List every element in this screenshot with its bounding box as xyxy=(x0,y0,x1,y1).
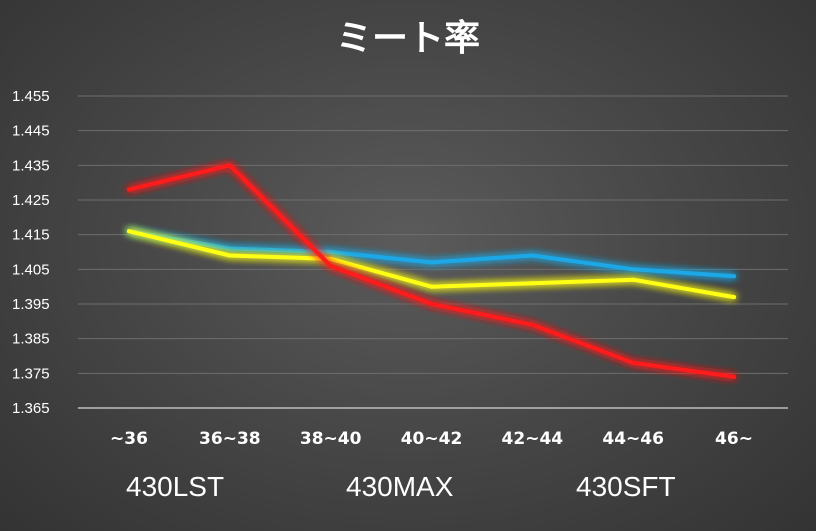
legend-label: 430LST xyxy=(126,471,224,502)
data-point xyxy=(530,253,535,258)
x-tick-label: 40~42 xyxy=(401,429,463,449)
data-point xyxy=(429,302,434,306)
data-point xyxy=(227,163,232,168)
legend: 430LST 430MAX 430SFT xyxy=(76,471,676,502)
y-tick-label: 1.415 xyxy=(12,227,50,244)
data-point xyxy=(732,274,736,279)
y-tick-label: 1.395 xyxy=(12,296,50,313)
data-point xyxy=(127,229,131,234)
data-point xyxy=(328,250,333,254)
data-point xyxy=(227,253,232,258)
y-tick-label: 1.405 xyxy=(12,261,50,278)
data-point xyxy=(328,256,333,261)
y-tick-label: 1.435 xyxy=(12,157,50,174)
data-point xyxy=(631,277,636,282)
plot-area xyxy=(127,163,736,379)
x-axis: ~36 36~38 38~40 40~42 42~44 44~46 46~ xyxy=(110,429,753,449)
data-point xyxy=(127,187,131,192)
data-point xyxy=(732,295,736,300)
y-tick-label: 1.425 xyxy=(12,192,50,209)
data-point xyxy=(530,322,535,327)
chart-title: ミート率 xyxy=(336,18,480,59)
y-tick-label: 1.455 xyxy=(12,88,50,105)
data-point xyxy=(732,374,736,379)
legend-label: 430SFT xyxy=(576,471,676,502)
data-point xyxy=(328,263,333,268)
y-tick-label: 1.385 xyxy=(12,331,50,348)
data-point xyxy=(530,281,535,286)
x-tick-label: ~36 xyxy=(110,429,148,449)
data-point xyxy=(429,260,434,265)
data-point xyxy=(429,284,434,289)
legend-label: 430MAX xyxy=(346,471,454,502)
x-tick-label: 36~38 xyxy=(199,429,261,449)
x-tick-label: 46~ xyxy=(715,429,753,449)
data-point xyxy=(227,246,232,251)
y-tick-label: 1.375 xyxy=(12,365,50,382)
y-tick-label: 1.445 xyxy=(12,123,50,140)
data-point xyxy=(631,360,636,365)
y-axis: 1.455 1.445 1.435 1.425 1.415 1.405 1.395 1.385… xyxy=(12,88,50,417)
x-tick-label: 42~44 xyxy=(502,429,564,449)
data-point xyxy=(631,267,636,272)
y-tick-label: 1.365 xyxy=(12,400,50,417)
x-tick-label: 44~46 xyxy=(602,429,664,449)
x-tick-label: 38~40 xyxy=(300,429,362,449)
gridlines xyxy=(78,95,788,409)
